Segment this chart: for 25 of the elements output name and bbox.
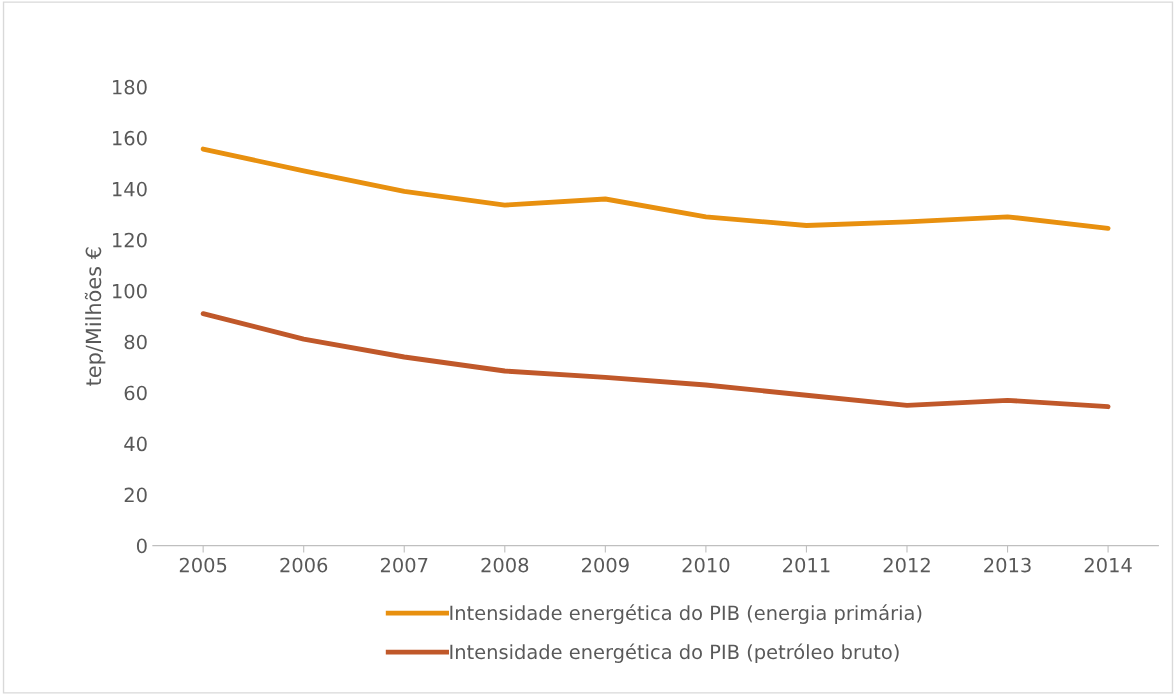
y-tick-label: 160 [113, 130, 147, 146]
y-tick-label: 80 [124, 334, 147, 350]
x-tick-label: 2006 [280, 557, 328, 573]
line-series [200, 146, 1111, 231]
y-tick-label: 0 [136, 538, 147, 554]
x-tick-label: 2011 [783, 557, 830, 573]
x-tick-label: 2008 [481, 557, 529, 573]
y-tick-label: 60 [124, 385, 147, 401]
legend-label: Intensidade energética do PIB (petróleo bruto) [450, 643, 899, 663]
y-tick-label: 20 [124, 487, 147, 503]
y-axis-title: tep/Milhões € [84, 247, 106, 386]
y-tick-label: 100 [113, 283, 147, 299]
x-tick-label: 2010 [682, 557, 730, 573]
x-tick-label: 2005 [179, 557, 227, 573]
y-tick-label: 140 [113, 181, 147, 197]
x-tick-label: 2013 [984, 557, 1031, 573]
x-tick-label: 2012 [883, 557, 930, 573]
x-tick-label: 2007 [380, 557, 428, 573]
x-tick-label: 2009 [582, 557, 629, 573]
x-tick-label: 2014 [1084, 557, 1132, 573]
y-tick-label: 180 [113, 79, 147, 95]
y-tick-label: 120 [113, 232, 147, 248]
legend-label: Intensidade energética do PIB (energia primária) [450, 604, 922, 624]
line-series [200, 311, 1111, 410]
y-tick-label: 40 [124, 436, 147, 452]
